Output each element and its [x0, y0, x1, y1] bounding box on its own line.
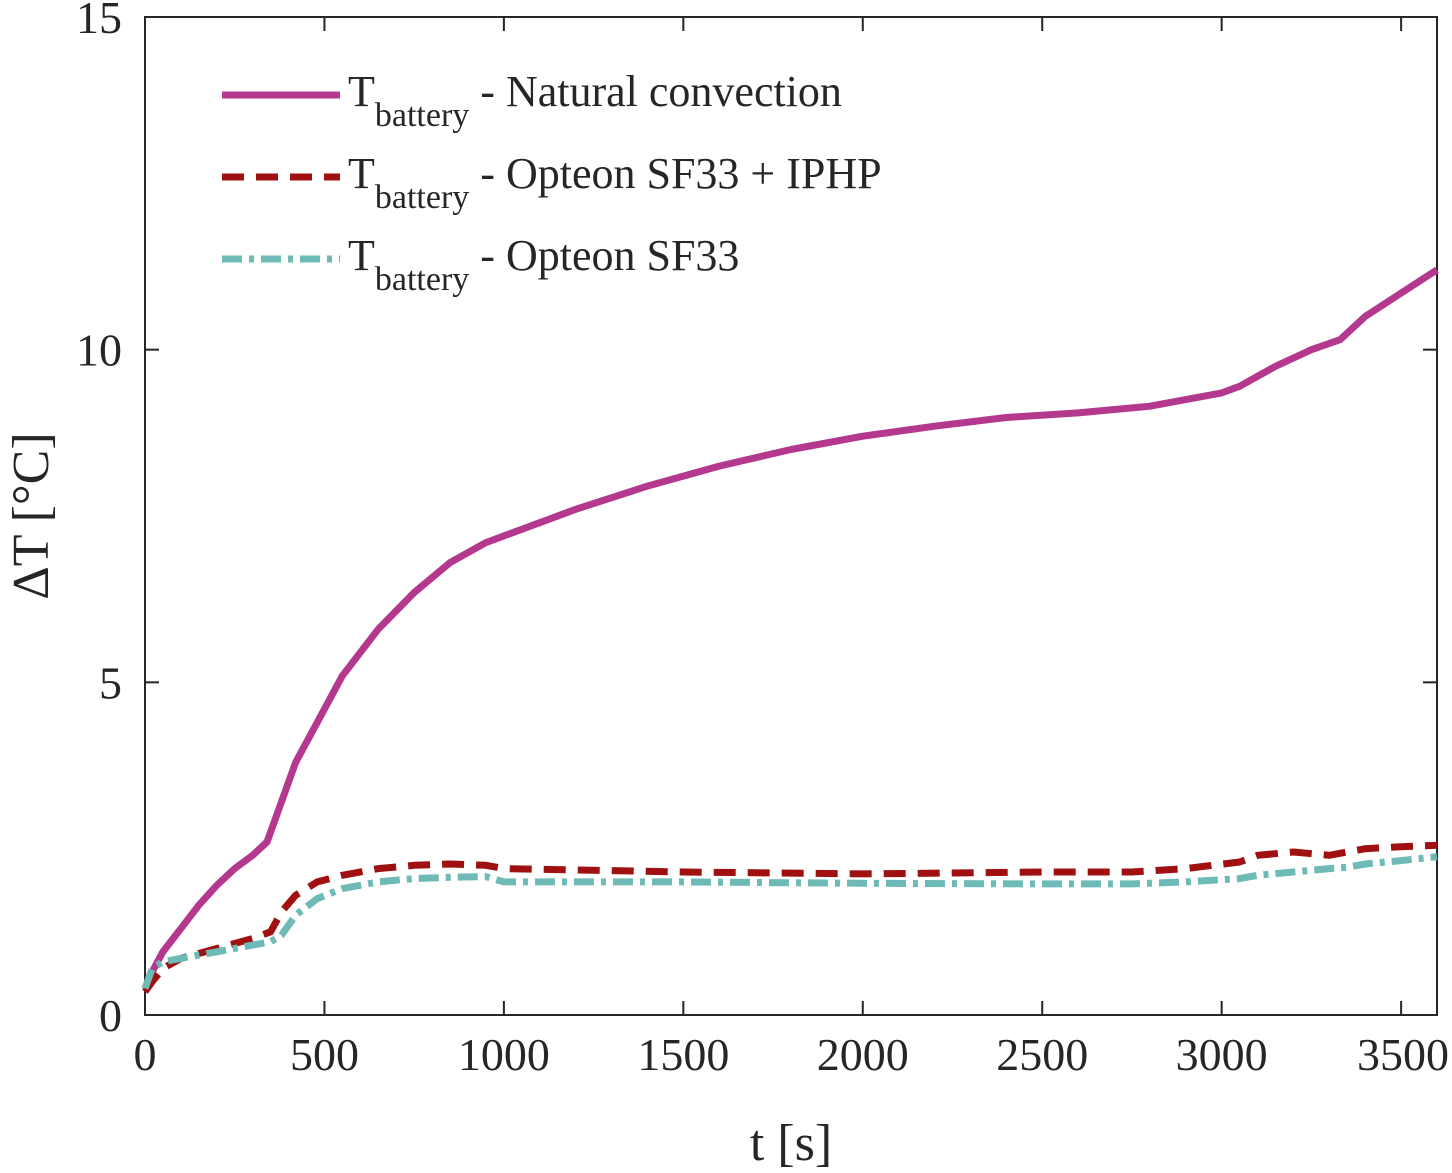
y-tick-label: 10 — [76, 325, 122, 376]
y-axis-title: ΔT [°C] — [3, 432, 60, 599]
x-axis-title: t [s] — [750, 1115, 832, 1172]
x-tick-label: 0 — [134, 1029, 157, 1080]
series-line-3 — [141, 853, 1438, 990]
tick-labels: 0 500 1000 1500 2000 2500 3000 3500 0 5 10 15 — [76, 0, 1449, 1080]
series-line-2 — [142, 841, 1438, 994]
plot-area-frame — [144, 16, 1438, 1016]
x-tick-label: 1000 — [458, 1029, 550, 1080]
x-tick-label: 3500 — [1357, 1029, 1449, 1080]
x-tick-label: 2500 — [996, 1029, 1088, 1080]
x-tick-label: 1500 — [637, 1029, 729, 1080]
x-tick-label: 2000 — [817, 1029, 909, 1080]
series-line-1 — [141, 266, 1439, 990]
y-tick-label: 15 — [76, 0, 122, 43]
legend: Tbattery - Natural convection Tbattery - … — [222, 67, 882, 298]
axis-ticks — [144, 16, 1437, 1016]
x-tick-label: 3000 — [1176, 1029, 1268, 1080]
legend-label-2: Tbattery - Opteon SF33 + IPHP — [348, 149, 882, 216]
data-series — [141, 266, 1439, 994]
legend-label-1: Tbattery - Natural convection — [348, 67, 842, 134]
y-tick-label: 5 — [99, 657, 122, 708]
y-tick-label: 0 — [99, 990, 122, 1041]
legend-label-3: Tbattery - Opteon SF33 — [348, 231, 739, 298]
x-tick-label: 500 — [290, 1029, 359, 1080]
